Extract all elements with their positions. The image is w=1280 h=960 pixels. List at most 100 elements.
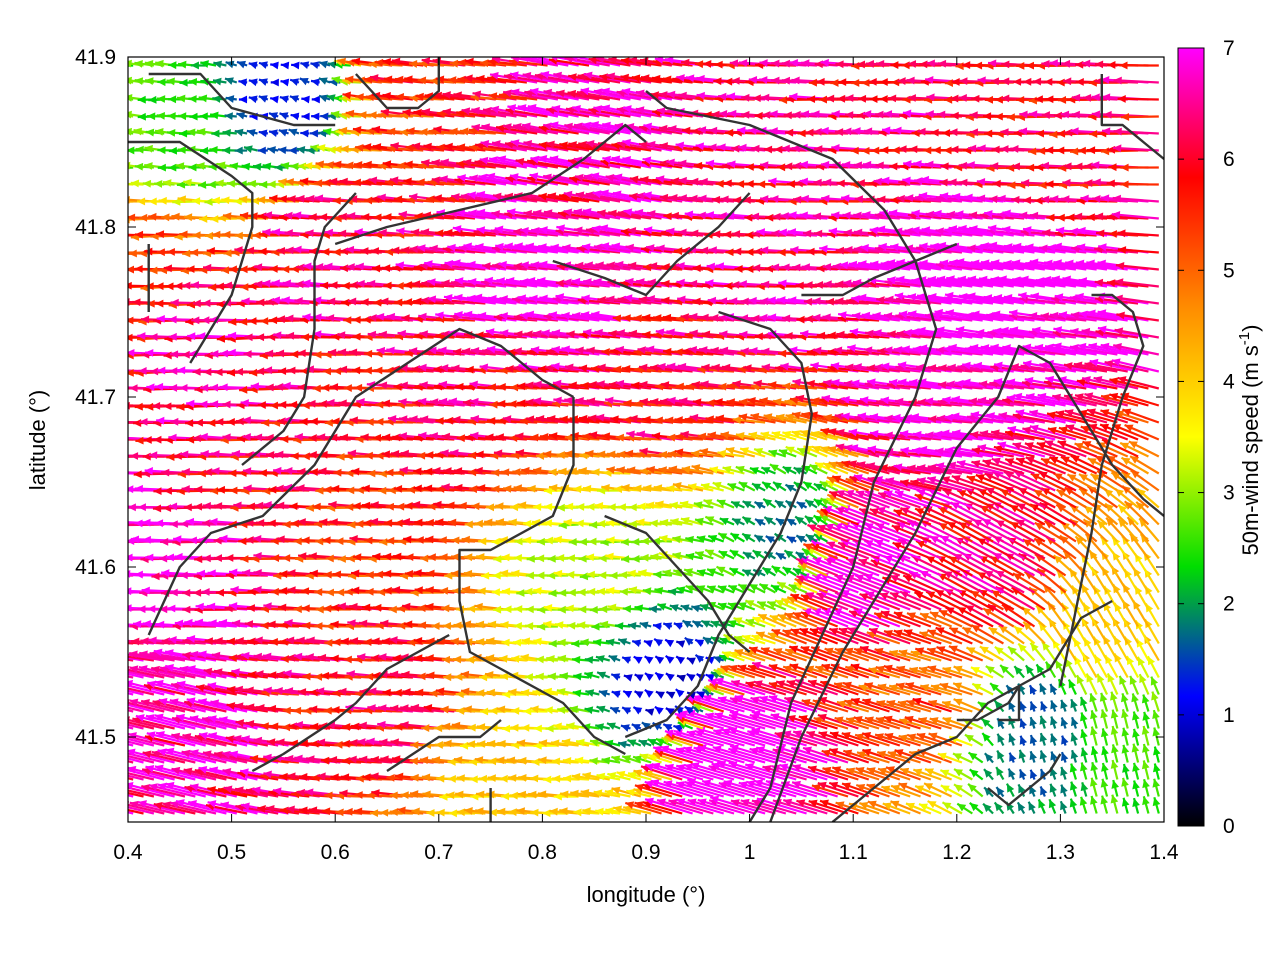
wind-vector	[128, 791, 144, 798]
wind-vector	[686, 673, 696, 682]
wind-vector	[800, 645, 839, 662]
wind-vector	[128, 319, 134, 322]
wind-vector	[570, 789, 600, 798]
wind-vector	[687, 778, 745, 798]
wind-vector	[1100, 728, 1109, 746]
wind-vector	[1132, 780, 1140, 797]
wind-vector	[128, 642, 134, 645]
wind-vector	[128, 438, 134, 441]
wind-vector	[939, 682, 973, 696]
wind-vector	[782, 798, 828, 815]
wind-vector	[1141, 760, 1150, 780]
wind-vector	[702, 636, 714, 645]
wind-vector	[874, 647, 911, 662]
wind-vector	[714, 712, 766, 730]
wind-vector	[919, 631, 952, 645]
wind-vector	[916, 732, 952, 747]
wind-vector	[654, 655, 665, 665]
wind-vector	[937, 752, 963, 764]
wind-vector	[1101, 762, 1109, 780]
wind-vector	[690, 762, 745, 781]
x-tick-label: 0.7	[424, 841, 453, 864]
wind-vector	[676, 798, 725, 815]
wind-vector	[128, 455, 134, 458]
wind-vector	[146, 731, 196, 747]
wind-vector	[1048, 798, 1057, 814]
wind-vector	[709, 682, 745, 696]
wind-vector	[755, 631, 787, 645]
wind-vector	[712, 728, 766, 747]
wind-vector	[928, 732, 963, 747]
x-tick-label: 1.2	[942, 841, 971, 864]
wind-vector	[592, 638, 610, 647]
wind-vector	[165, 747, 217, 764]
wind-vector	[952, 752, 973, 764]
wind-vector	[606, 722, 621, 730]
wind-vector	[644, 655, 654, 664]
wind-vector	[1090, 795, 1098, 814]
wind-vector	[828, 627, 870, 645]
wind-vector	[953, 768, 973, 781]
wind-vector	[675, 640, 686, 648]
wind-vector	[209, 766, 258, 781]
wind-vector	[1059, 800, 1068, 814]
wind-vector	[675, 781, 725, 798]
wind-vector	[993, 699, 1005, 713]
wind-vector	[183, 767, 227, 781]
wind-vector	[596, 705, 611, 714]
wind-vector	[716, 760, 776, 781]
wind-vector	[971, 682, 994, 696]
wind-vector	[751, 799, 797, 815]
y-tick-label: 41.5	[75, 726, 116, 749]
wind-vector	[910, 650, 942, 662]
wind-vector	[747, 729, 797, 747]
wind-vector	[647, 753, 673, 764]
wind-vector	[719, 637, 735, 645]
wind-vector	[918, 666, 952, 679]
wind-vector	[693, 746, 745, 764]
wind-vector	[1019, 735, 1028, 746]
wind-vector	[128, 489, 134, 492]
wind-vector	[128, 765, 175, 781]
wind-vector	[883, 715, 921, 730]
wind-vector	[896, 665, 932, 679]
wind-vector	[673, 724, 683, 732]
wind-vector	[584, 656, 600, 664]
wind-vector	[1029, 769, 1038, 780]
wind-vector	[632, 755, 652, 764]
wind-vector	[1132, 728, 1140, 746]
wind-vector	[964, 733, 984, 747]
wind-vector	[1100, 795, 1109, 814]
wind-vector	[1110, 725, 1119, 746]
wind-vector	[867, 800, 901, 815]
wind-vector	[631, 723, 642, 732]
wind-vector	[580, 788, 610, 798]
wind-vector	[887, 750, 921, 764]
wind-vector	[620, 724, 631, 732]
wind-vector	[905, 682, 942, 696]
wind-vector	[585, 689, 600, 697]
wind-vector	[822, 766, 859, 781]
wind-vector	[798, 715, 838, 730]
wind-vector	[198, 732, 248, 747]
wind-vector	[740, 798, 787, 815]
wind-vector	[181, 749, 227, 764]
wind-vector	[135, 714, 186, 730]
wind-vector	[1028, 684, 1038, 695]
wind-vector	[1079, 796, 1088, 814]
wind-vector	[1076, 674, 1088, 695]
wind-vector	[1019, 701, 1027, 712]
wind-vector	[753, 779, 807, 798]
wind-vector	[1150, 676, 1160, 695]
wind-vector	[845, 767, 880, 781]
wind-vector	[632, 706, 643, 715]
wind-vector	[1029, 701, 1038, 712]
wind-vector	[512, 638, 538, 647]
wind-vector	[1132, 797, 1140, 814]
wind-vector	[893, 629, 932, 645]
wind-vector	[1064, 657, 1077, 679]
wind-vector	[1069, 798, 1078, 814]
wind-vector	[1070, 749, 1079, 763]
wind-vector	[189, 715, 238, 730]
wind-vector	[128, 421, 134, 424]
